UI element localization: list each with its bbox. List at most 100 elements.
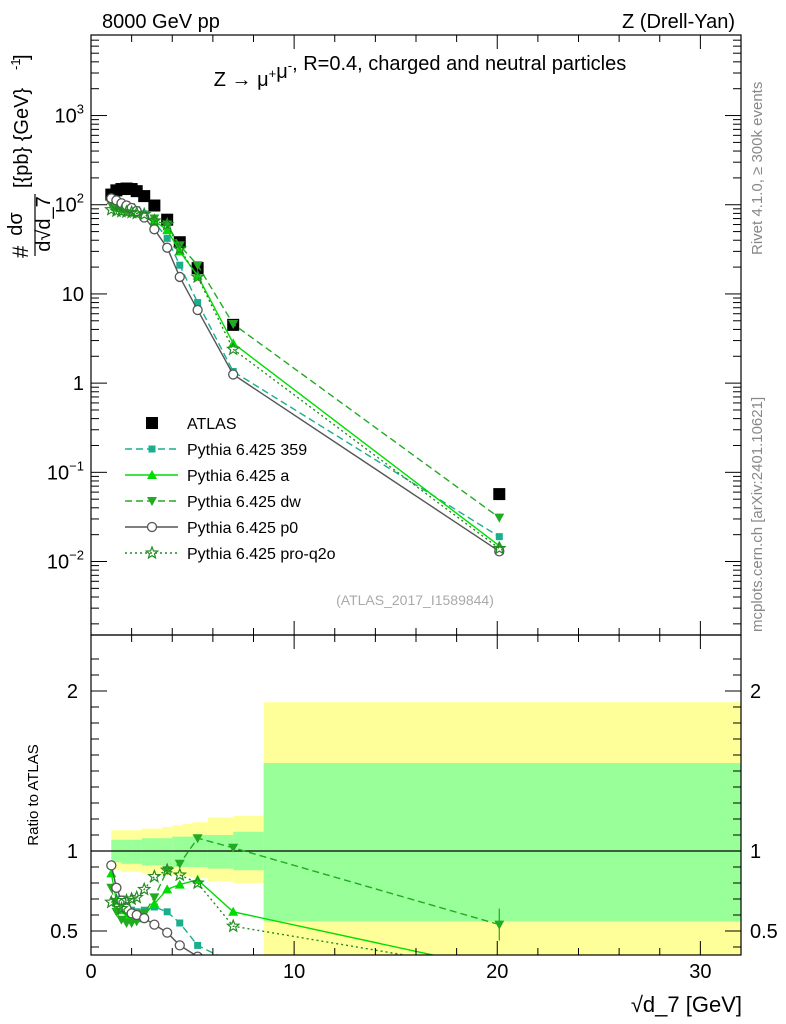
data-point xyxy=(162,927,173,938)
legend-label: Pythia 6.425 a xyxy=(187,468,289,485)
data-point xyxy=(146,417,158,429)
data-point xyxy=(147,470,157,479)
x-tick-label: 20 xyxy=(486,961,508,983)
legend-entry: Pythia 6.425 359 xyxy=(125,442,307,459)
ratio-stat-band xyxy=(162,838,173,866)
data-point xyxy=(192,951,203,955)
data-point xyxy=(116,915,127,925)
y-tick-label: 10 xyxy=(62,284,84,306)
svg-text:d√d_7: d√d_7 xyxy=(33,196,55,251)
data-point xyxy=(149,214,160,224)
data-point xyxy=(162,884,173,894)
svg-text:[{pb} {GeV}: [{pb} {GeV} xyxy=(11,88,33,188)
header-left-label: 8000 GeV pp xyxy=(102,11,220,33)
main-y-axis-label: # dσ d√d_7 [{pb} {GeV} -1 ] xyxy=(5,54,55,258)
data-point xyxy=(129,205,144,220)
x-axis-label: √d_7 [GeV] xyxy=(631,992,742,1017)
data-point xyxy=(147,213,162,228)
data-point xyxy=(194,941,202,949)
ratio-y-axis-label: Ratio to ATLAS xyxy=(25,744,42,845)
svg-text:dσ: dσ xyxy=(5,212,27,236)
rivet-version-label: Rivet 4.1.0, ≥ 300k events xyxy=(749,82,766,255)
data-point xyxy=(149,893,160,903)
data-point xyxy=(136,206,152,221)
ratio-y-tick-label-left: 2 xyxy=(67,681,78,703)
x-tick-label: 30 xyxy=(689,961,711,983)
main-panel-frame xyxy=(90,34,742,636)
data-point xyxy=(163,234,171,242)
svg-text:]: ] xyxy=(11,54,33,60)
x-tick-label: 0 xyxy=(85,961,96,983)
ratio-y-tick-label-right: 2 xyxy=(750,681,761,703)
data-point xyxy=(114,900,129,915)
series-pythia-6-425-pro-q2o xyxy=(104,202,507,555)
ratio-stat-band xyxy=(207,835,234,869)
data-point xyxy=(192,834,203,844)
data-point xyxy=(172,867,188,882)
ratio-y-tick-label-left: 0.5 xyxy=(50,921,78,943)
data-point xyxy=(495,533,503,541)
data-point xyxy=(174,859,185,869)
data-point xyxy=(172,241,188,256)
data-point xyxy=(192,304,203,316)
series-line xyxy=(111,869,409,955)
data-point xyxy=(174,940,185,951)
data-point xyxy=(174,879,185,889)
header-right-label: Z (Drell-Yan) xyxy=(622,11,735,33)
data-point xyxy=(176,261,184,269)
legend-entry: Pythia 6.425 pro-q2o xyxy=(125,545,336,563)
axes-ticks: 0 10 20 30 10−2 10−1 1 10 102 103 0.5 0.5 1 1 2 2 xyxy=(47,34,778,983)
data-point xyxy=(109,203,124,218)
legend-label: Pythia 6.425 359 xyxy=(187,442,307,459)
data-point xyxy=(176,919,184,927)
data-point xyxy=(144,545,160,560)
ratio-y-tick-label-right: 0.5 xyxy=(750,921,778,943)
main-panel-series xyxy=(104,182,507,557)
data-point xyxy=(147,497,157,506)
ratio-panel-series xyxy=(104,834,505,971)
data-point xyxy=(148,445,156,453)
data-point xyxy=(129,889,144,904)
data-point xyxy=(192,261,203,271)
x-tick-label: 10 xyxy=(283,961,305,983)
y-tick-label: 1 xyxy=(73,373,84,395)
data-point xyxy=(149,919,160,930)
data-point xyxy=(194,299,202,307)
data-point xyxy=(230,960,237,967)
ratio-stat-band xyxy=(131,839,142,864)
legend-entry: Pythia 6.425 p0 xyxy=(125,520,298,537)
data-point xyxy=(190,875,205,890)
legend-entry: ATLAS xyxy=(146,416,237,433)
data-point xyxy=(146,521,158,533)
legend-label: Pythia 6.425 dw xyxy=(187,494,301,511)
main-chart-title: Z → μ+μ-, R=0.4, charged and neutral par… xyxy=(214,53,626,91)
data-point xyxy=(228,320,239,330)
data-point xyxy=(162,242,173,253)
data-point xyxy=(228,906,239,916)
data-point xyxy=(494,513,505,523)
y-tick-label: 10−1 xyxy=(47,458,84,484)
legend-entry: Pythia 6.425 a xyxy=(125,468,289,485)
data-point xyxy=(159,216,175,231)
analysis-id-label: (ATLAS_2017_I1589844) xyxy=(336,592,494,608)
ratio-stat-band xyxy=(141,838,152,866)
legend-label: Pythia 6.425 pro-q2o xyxy=(187,546,336,563)
legend-entry: Pythia 6.425 dw xyxy=(125,494,301,511)
ratio-stat-band xyxy=(172,836,183,867)
legend-label: ATLAS xyxy=(187,416,237,433)
data-point xyxy=(174,271,185,283)
svg-text:#: # xyxy=(8,245,33,258)
data-point xyxy=(148,199,161,212)
ratio-series-pythia-6-425-pro-q2o xyxy=(104,862,409,955)
ratio-y-tick-label-right: 1 xyxy=(750,841,761,863)
data-point xyxy=(225,341,241,356)
data-point xyxy=(149,224,160,235)
data-point xyxy=(131,917,142,927)
data-point xyxy=(104,894,119,909)
legend-label: Pythia 6.425 p0 xyxy=(187,520,298,537)
data-point xyxy=(229,962,238,971)
data-point xyxy=(138,190,151,203)
data-point xyxy=(114,203,129,218)
data-point xyxy=(139,913,150,924)
